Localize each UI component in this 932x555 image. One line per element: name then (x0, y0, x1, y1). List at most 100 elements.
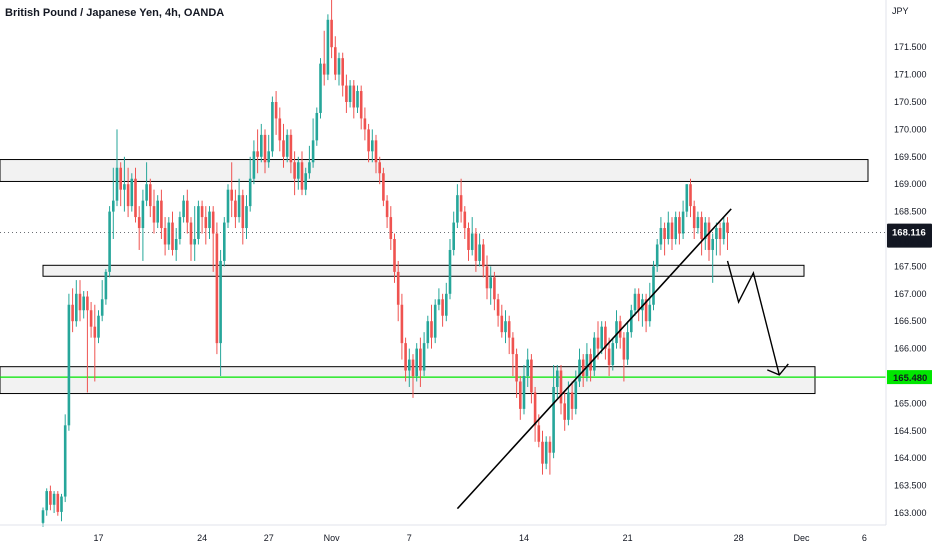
candle (433, 299, 437, 344)
candle (223, 217, 226, 267)
candle-body (226, 189, 230, 223)
candle-body (278, 118, 282, 141)
candle-body (256, 151, 259, 157)
candle-body (456, 195, 459, 223)
candle (256, 129, 259, 174)
candle-body (45, 491, 48, 511)
candle-body (696, 217, 700, 229)
candle (578, 348, 581, 387)
candle (522, 365, 526, 415)
candle (441, 293, 444, 327)
candle (178, 211, 182, 245)
candle-body (197, 206, 200, 239)
candle (267, 134, 270, 168)
candle (470, 217, 474, 256)
candle (282, 123, 285, 168)
candle (285, 129, 289, 163)
candle-body (408, 359, 411, 371)
candle-body (52, 493, 56, 505)
price-unit-label: JPY (892, 6, 909, 16)
candle-body (322, 63, 326, 75)
candle (670, 217, 674, 250)
candle-body (385, 200, 389, 218)
candle (385, 195, 389, 229)
candle-body (374, 140, 378, 163)
candle-body (644, 299, 648, 322)
candle-body (593, 337, 596, 371)
candle-body (219, 260, 222, 344)
candle (145, 162, 148, 207)
price-tick-label: 163.000 (894, 508, 927, 518)
candle-body (459, 195, 463, 212)
candle-body (371, 140, 374, 152)
candle (156, 195, 159, 229)
candle-body (311, 140, 315, 163)
candle (567, 381, 570, 426)
candle-body (622, 337, 626, 360)
candle (718, 222, 722, 256)
candle (197, 200, 200, 245)
candle (648, 282, 652, 327)
candle-body (637, 293, 640, 311)
axes-layer: JPY (0, 0, 909, 526)
candle-body (352, 85, 356, 108)
candle-body (581, 359, 585, 376)
candle-body (100, 299, 104, 316)
candle (186, 189, 189, 234)
candle-body (123, 184, 126, 190)
candle (411, 354, 415, 398)
candle (374, 134, 378, 174)
candle (485, 255, 489, 300)
candle-body (223, 222, 226, 261)
candle-body (530, 359, 533, 393)
candle (315, 107, 319, 146)
candle (482, 239, 485, 278)
candle (611, 337, 615, 371)
drawings-layer (456, 208, 789, 510)
candle-body (230, 189, 233, 201)
projection-arrow-head (767, 363, 789, 376)
candle (396, 260, 400, 322)
candle (219, 249, 222, 376)
candle-body (596, 337, 600, 349)
candle-body (248, 178, 252, 207)
candle-body (445, 293, 448, 316)
candle-body (56, 493, 60, 512)
candle (637, 288, 640, 322)
candle-body (252, 151, 256, 179)
last-price-tag (887, 223, 932, 248)
candle-body (467, 228, 470, 250)
candle (504, 310, 507, 344)
candle (230, 162, 233, 218)
time-tick-label: 6 (862, 533, 867, 543)
candle (367, 123, 370, 163)
candle (422, 332, 426, 376)
candle (352, 80, 356, 119)
candle (493, 271, 496, 311)
candle-body (130, 178, 134, 207)
candle (75, 280, 78, 327)
candle-body (367, 129, 370, 152)
candle (633, 288, 637, 316)
time-axis-ticks[interactable]: 17 24 27 Nov 7 14 21 28 Dec 6 (93, 533, 866, 543)
candle (112, 167, 115, 239)
candle (82, 291, 85, 319)
candle (704, 217, 707, 250)
candle-body (285, 134, 289, 157)
projection-path (726, 260, 780, 376)
candle (548, 436, 552, 475)
candle (41, 507, 45, 527)
last-price-value: 168.116 (892, 228, 926, 239)
candle (667, 211, 670, 245)
candle-body (93, 326, 97, 338)
price-tick-label: 171.000 (894, 70, 927, 80)
candle-body (674, 217, 677, 239)
price-axis-ticks[interactable]: 171.500 171.000 170.500 170.000 169.500 169.0… (894, 42, 927, 518)
candle-body (552, 386, 555, 453)
candle-body (363, 118, 367, 130)
candle-body (441, 299, 444, 316)
candle (56, 491, 60, 516)
candle (126, 167, 130, 218)
